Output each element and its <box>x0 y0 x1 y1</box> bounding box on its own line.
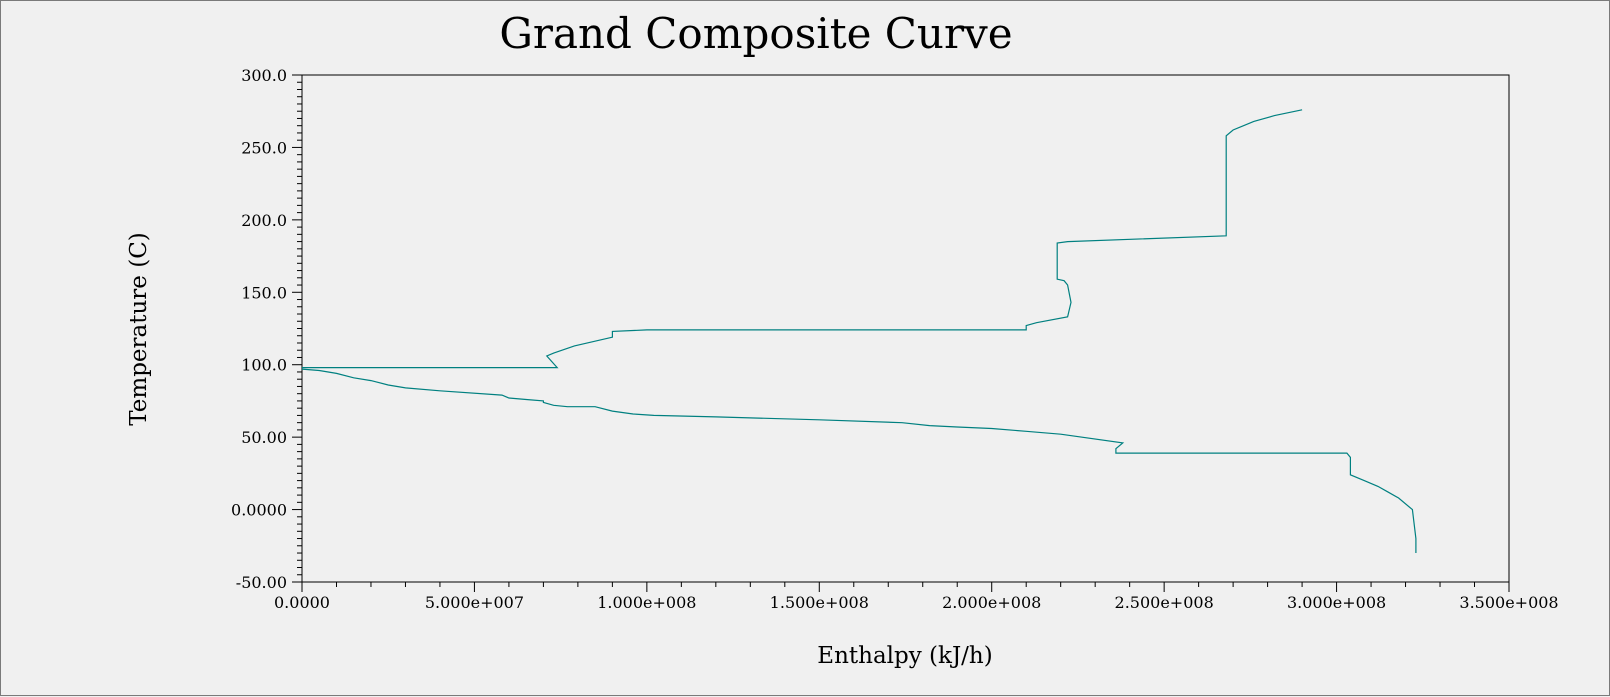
y-tick-label: 300.0 <box>241 66 287 85</box>
chart-title: Grand Composite Curve <box>499 9 1012 58</box>
y-tick-label: 50.00 <box>241 428 287 447</box>
x-tick-label: 5.000e+007 <box>425 593 524 612</box>
x-tick-label: 2.500e+008 <box>1115 593 1214 612</box>
x-tick-label: 3.000e+008 <box>1287 593 1386 612</box>
x-axis-label: Enthalpy (kJ/h) <box>817 643 992 669</box>
x-tick-label: 2.000e+008 <box>942 593 1041 612</box>
y-tick-label: 200.0 <box>241 211 287 230</box>
y-tick-label: 150.0 <box>241 283 287 302</box>
x-tick-label: 0.0000 <box>274 593 330 612</box>
y-tick-label: 250.0 <box>241 138 287 157</box>
y-tick-label: 0.0000 <box>231 501 287 520</box>
y-axis: 300.0 250.0 200.0 150.0 100.0 50.00 0.0000 -50.… <box>231 66 302 592</box>
x-tick-label: 1.500e+008 <box>770 593 869 612</box>
y-tick-label: -50.00 <box>236 573 287 592</box>
x-tick-label: 1.000e+008 <box>597 593 696 612</box>
series-line-1 <box>302 109 1303 369</box>
x-axis: 0.0000 5.000e+007 1.000e+008 1.500e+008 2.00… <box>274 582 1559 612</box>
series-group <box>301 109 1417 553</box>
series-line-2 <box>301 368 1417 553</box>
y-axis-label: Temperature (C) <box>126 232 152 426</box>
y-tick-label: 100.0 <box>241 356 287 375</box>
plot-area <box>301 74 1510 583</box>
x-tick-label: 3.500e+008 <box>1459 593 1558 612</box>
